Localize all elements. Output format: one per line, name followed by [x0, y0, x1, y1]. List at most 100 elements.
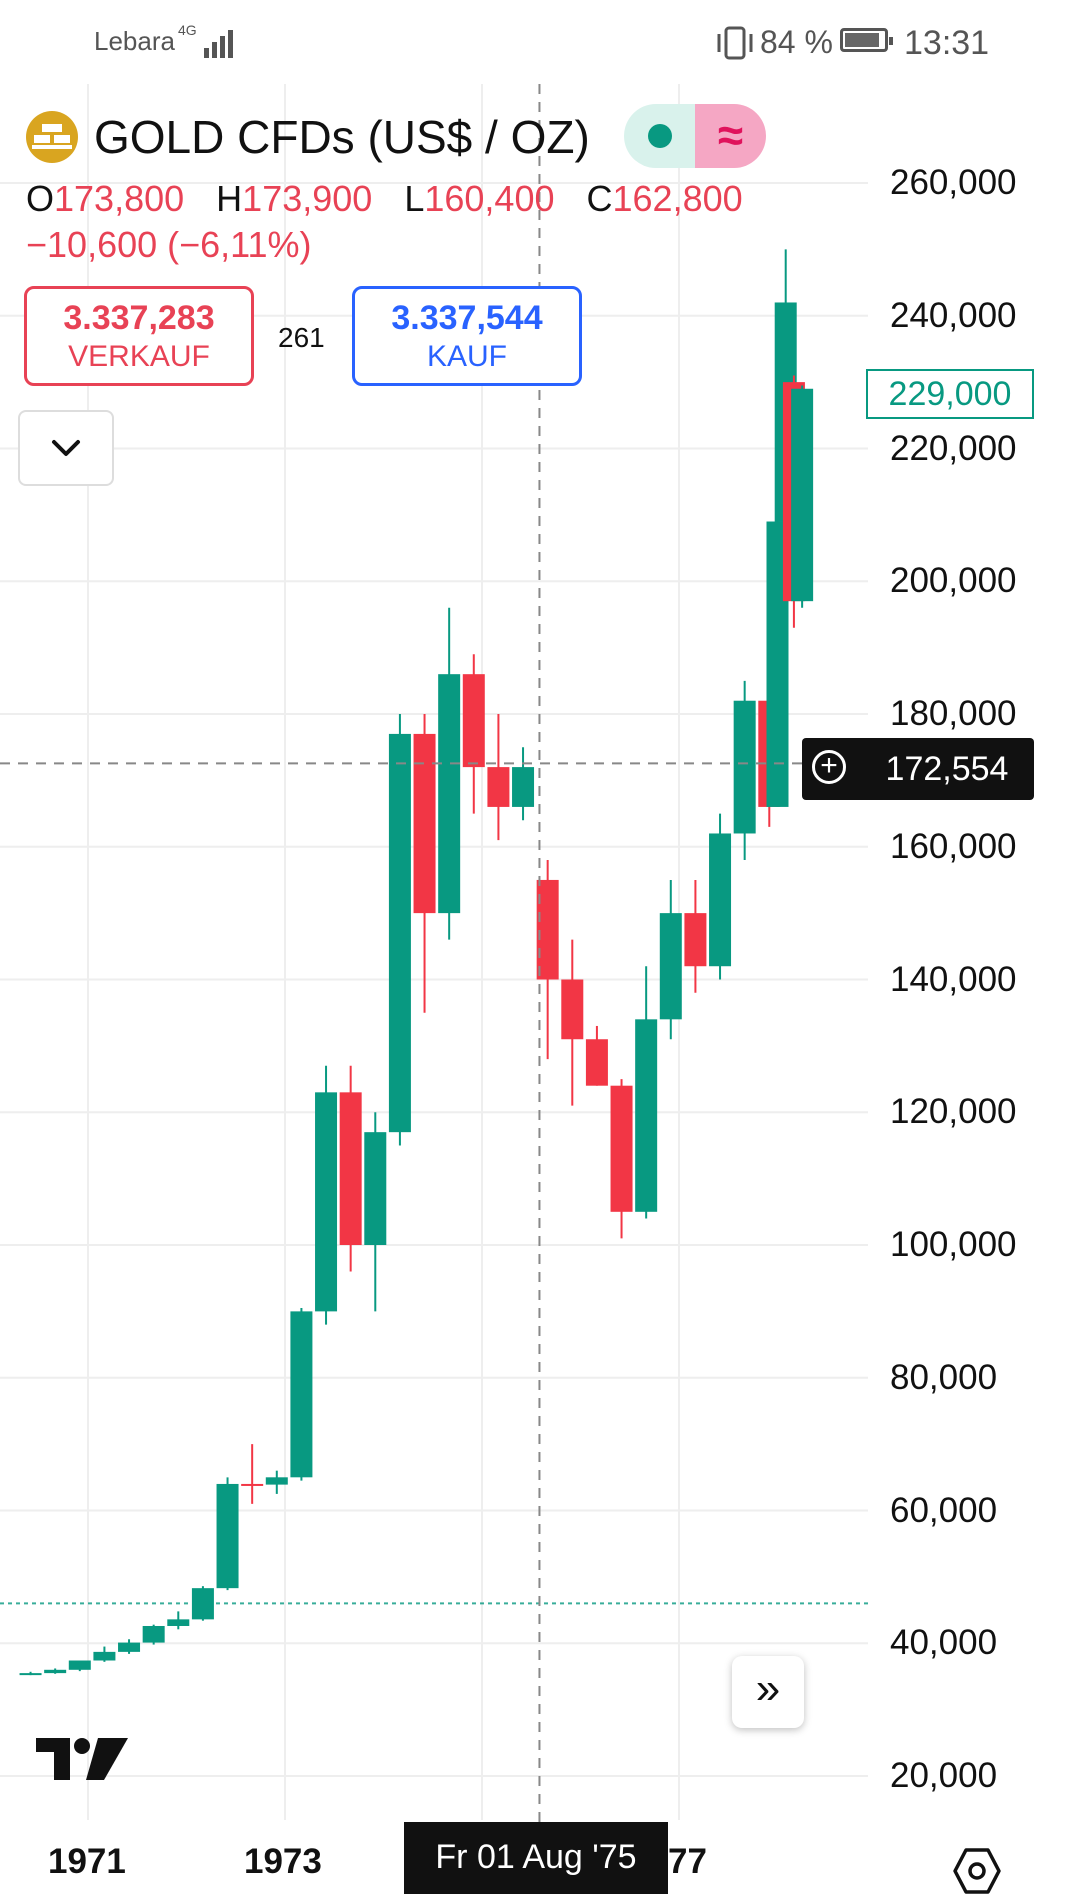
- high-label: H: [216, 178, 243, 219]
- candle: [44, 1668, 67, 1674]
- market-status-toggle[interactable]: [624, 104, 695, 168]
- low-label: L: [404, 178, 425, 219]
- candle-body: [290, 1311, 313, 1478]
- candle-body: [19, 1673, 42, 1676]
- candle: [364, 1112, 387, 1312]
- low-value: 160,400: [424, 178, 555, 219]
- time-tick: 1971: [48, 1842, 126, 1881]
- candle-body: [118, 1642, 141, 1652]
- candle: [241, 1444, 264, 1504]
- market-open-dot-icon: [648, 124, 672, 148]
- candle-body: [709, 833, 732, 967]
- gold-bars-icon[interactable]: [26, 111, 78, 163]
- wave-indicator-icon[interactable]: ≈: [695, 104, 766, 168]
- candle: [265, 1470, 288, 1494]
- candle: [167, 1611, 190, 1630]
- price-tick: 140,000: [890, 959, 1017, 999]
- vibrate-icon: [717, 26, 753, 60]
- close-label: C: [586, 178, 613, 219]
- candle-body: [167, 1619, 190, 1626]
- sell-button[interactable]: 3.337,283 VERKAUF: [24, 286, 254, 386]
- candle-body: [191, 1588, 214, 1620]
- price-tick: 120,000: [890, 1092, 1017, 1132]
- candle: [487, 714, 510, 841]
- battery-percent: 84 %: [760, 24, 833, 60]
- candle: [561, 939, 584, 1106]
- candle: [610, 1079, 633, 1239]
- price-tick: 200,000: [890, 561, 1017, 601]
- candle-body: [413, 733, 436, 914]
- buy-price: 3.337,544: [391, 299, 543, 337]
- status-bar: Lebara 4G 84 % 13:31: [0, 0, 1080, 84]
- price-tick: 60,000: [890, 1490, 998, 1530]
- candle-body: [635, 1019, 658, 1212]
- chevron-down-icon: [52, 440, 80, 456]
- time-tick: 1973: [244, 1842, 322, 1881]
- candle: [388, 714, 411, 1146]
- settings-hexagon-icon[interactable]: [952, 1846, 1002, 1896]
- candle-body: [684, 913, 707, 967]
- candle-body: [364, 1132, 387, 1245]
- price-tick: 80,000: [890, 1357, 998, 1397]
- candle-body: [142, 1625, 165, 1643]
- tradingview-logo-icon[interactable]: [36, 1736, 132, 1784]
- battery-icon: [840, 28, 893, 52]
- candle: [93, 1646, 116, 1662]
- collapse-legend-button[interactable]: [18, 410, 114, 486]
- candle-body: [487, 767, 510, 807]
- candle: [635, 966, 658, 1219]
- candle: [118, 1639, 141, 1654]
- candles: [19, 249, 814, 1676]
- candle: [791, 385, 814, 608]
- network-type: 4G: [178, 22, 197, 38]
- candle-body: [438, 674, 461, 914]
- candle-body: [315, 1092, 338, 1312]
- candle-body: [512, 767, 535, 807]
- spread-value: 261: [278, 322, 325, 353]
- buy-label: KAUF: [426, 340, 507, 373]
- candle: [438, 607, 461, 940]
- candle-body: [44, 1669, 67, 1674]
- candle: [733, 680, 756, 861]
- clock: 13:31: [904, 24, 990, 62]
- candle-body: [241, 1483, 264, 1486]
- price-tick: 160,000: [890, 826, 1017, 866]
- plus-circle-icon: +: [812, 750, 846, 784]
- candle: [290, 1308, 313, 1481]
- candle-body: [585, 1039, 608, 1086]
- sell-price: 3.337,283: [63, 299, 215, 337]
- buy-button[interactable]: 3.337,544 KAUF: [352, 286, 582, 386]
- sell-label: VERKAUF: [68, 340, 210, 373]
- ohlc-legend: O173,800 H173,900 L160,400 C162,800: [26, 178, 765, 220]
- candle: [315, 1065, 338, 1325]
- candle: [659, 879, 682, 1040]
- symbol-title[interactable]: GOLD CFDs (US$ / OZ): [94, 111, 590, 163]
- price-tick: 260,000: [890, 163, 1017, 202]
- candle: [339, 1065, 362, 1272]
- candle-body: [561, 979, 584, 1040]
- high-value: 173,900: [242, 178, 373, 219]
- time-tick: 77: [668, 1842, 707, 1881]
- candle-body: [659, 913, 682, 1020]
- double-chevron-right-icon[interactable]: »: [732, 1656, 804, 1728]
- signal-strength-icon: [204, 30, 233, 58]
- candle: [512, 747, 535, 821]
- candle-body: [339, 1092, 362, 1245]
- indicator-toggle[interactable]: ≈: [624, 104, 766, 168]
- close-value: 162,800: [612, 178, 743, 219]
- carrier-name: Lebara: [94, 26, 175, 56]
- add-alert-button[interactable]: +: [802, 738, 860, 800]
- candle: [684, 879, 707, 993]
- candle: [68, 1660, 91, 1672]
- crosshair-price-label: 172,554: [860, 738, 1034, 800]
- candle-body: [216, 1483, 239, 1589]
- open-label: O: [26, 178, 55, 219]
- candle-body: [791, 388, 814, 602]
- price-tick: 40,000: [890, 1623, 998, 1663]
- candle-body: [265, 1477, 288, 1485]
- candle: [536, 860, 559, 1060]
- candle: [19, 1671, 42, 1676]
- candle: [709, 813, 732, 980]
- price-change: −10,600 (−6,11%): [26, 224, 312, 265]
- candle: [191, 1586, 214, 1621]
